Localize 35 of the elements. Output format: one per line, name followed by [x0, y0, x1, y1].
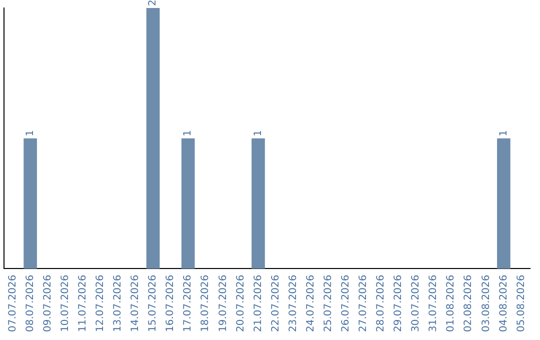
x-tick-label: 10.07.2026 [60, 274, 71, 332]
x-tick-label: 03.08.2026 [480, 274, 492, 332]
x-tick-label: 02.08.2026 [463, 274, 474, 332]
data-label: 1 [252, 130, 264, 136]
x-tick-label: 19.07.2026 [218, 274, 229, 332]
x-tick-label: 29.07.2026 [393, 274, 404, 332]
x-tick-label: 09.07.2026 [42, 274, 54, 332]
x-tick-label: 11.07.2026 [77, 274, 88, 332]
x-tick-label: 27.07.2026 [358, 274, 370, 332]
x-tick-label: 20.07.2026 [235, 274, 246, 332]
x-tick-label: 14.07.2026 [130, 274, 142, 332]
x-tick-label: 12.07.2026 [95, 274, 106, 332]
data-label: 1 [498, 130, 510, 136]
x-tick-label: 13.07.2026 [112, 274, 124, 332]
x-tick-label: 07.07.2026 [7, 274, 18, 332]
x-tick-label: 22.07.2026 [270, 274, 282, 332]
x-tick-label: 04.08.2026 [498, 274, 510, 332]
x-tick-label: 31.07.2026 [428, 274, 440, 332]
x-tick-label: 08.07.2026 [24, 274, 36, 332]
data-label: 1 [24, 130, 36, 136]
x-tick-label: 21.07.2026 [252, 274, 264, 332]
data-label: 2 [148, 0, 159, 6]
data-label: 1 [182, 130, 194, 136]
x-tick-label: 15.07.2026 [148, 274, 159, 332]
x-tick-label: 16.07.2026 [165, 274, 176, 332]
x-tick-label: 18.07.2026 [200, 274, 212, 332]
x-tick-label: 28.07.2026 [376, 274, 387, 332]
x-tick-label: 25.07.2026 [322, 274, 334, 332]
x-tick-label: 30.07.2026 [410, 274, 422, 332]
x-tick-label: 01.08.2026 [446, 274, 457, 332]
x-tick-label: 26.07.2026 [340, 274, 352, 332]
x-tick-label: 05.08.2026 [516, 274, 527, 332]
x-tick-label: 23.07.2026 [288, 274, 299, 332]
x-tick-label: 17.07.2026 [182, 274, 194, 332]
x-tick-label: 24.07.2026 [305, 274, 316, 332]
